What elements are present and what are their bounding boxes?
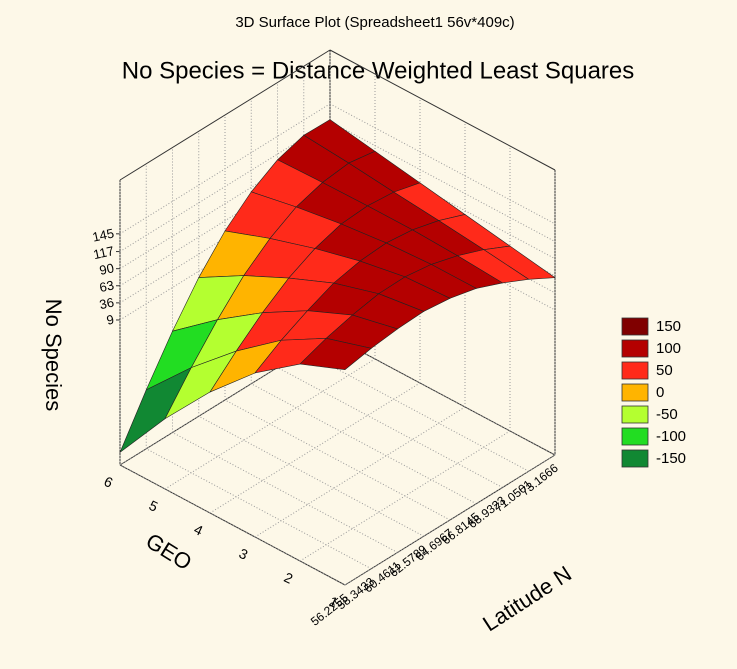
box-edge xyxy=(329,49,556,171)
legend-label: 100 xyxy=(656,340,681,357)
legend: 150 100 50 0 -50 -100 -150 xyxy=(621,317,686,468)
grid-line xyxy=(329,103,556,225)
legend-label: -50 xyxy=(656,406,678,423)
legend-label: 0 xyxy=(656,384,664,401)
legend-swatch xyxy=(621,449,649,468)
legend-swatch xyxy=(621,339,649,358)
grid-line xyxy=(329,121,556,243)
legend-label: -100 xyxy=(656,428,686,445)
legend-swatch xyxy=(621,427,649,446)
box-edge xyxy=(119,49,331,181)
z-tick-label: 90 xyxy=(98,260,115,278)
z-tick-label: 9 xyxy=(105,312,115,328)
z-tick-label: 145 xyxy=(91,225,115,244)
legend-swatch xyxy=(621,317,649,336)
chart-title: No Species = Distance Weighted Least Squ… xyxy=(122,57,635,84)
legend-swatch xyxy=(621,361,649,380)
legend-label: 50 xyxy=(656,362,673,379)
grid-line xyxy=(119,334,331,466)
chart-subtitle: 3D Surface Plot (Spreadsheet1 56v*409c) xyxy=(235,14,514,31)
grid-line xyxy=(146,448,372,570)
legend-label: -150 xyxy=(656,450,686,467)
surface-cell xyxy=(299,337,372,370)
grid-line xyxy=(172,432,398,553)
z-tick-label: 63 xyxy=(98,277,115,295)
grid-line xyxy=(198,415,424,537)
grid-line xyxy=(224,399,451,521)
grid-line xyxy=(119,464,346,586)
z-tick-label: 117 xyxy=(92,243,115,262)
grid-line xyxy=(119,138,331,270)
grid-line xyxy=(119,155,331,287)
legend-label: 150 xyxy=(656,318,681,335)
grid-line xyxy=(329,334,556,456)
legend-swatch xyxy=(621,405,649,424)
surface xyxy=(119,119,556,454)
z-tick-label: 36 xyxy=(98,294,115,312)
legend-swatch xyxy=(621,383,649,402)
grid-line xyxy=(303,350,529,472)
z-axis-title: No Species xyxy=(41,299,66,412)
grid-line xyxy=(251,383,477,505)
grid-line xyxy=(277,367,503,488)
